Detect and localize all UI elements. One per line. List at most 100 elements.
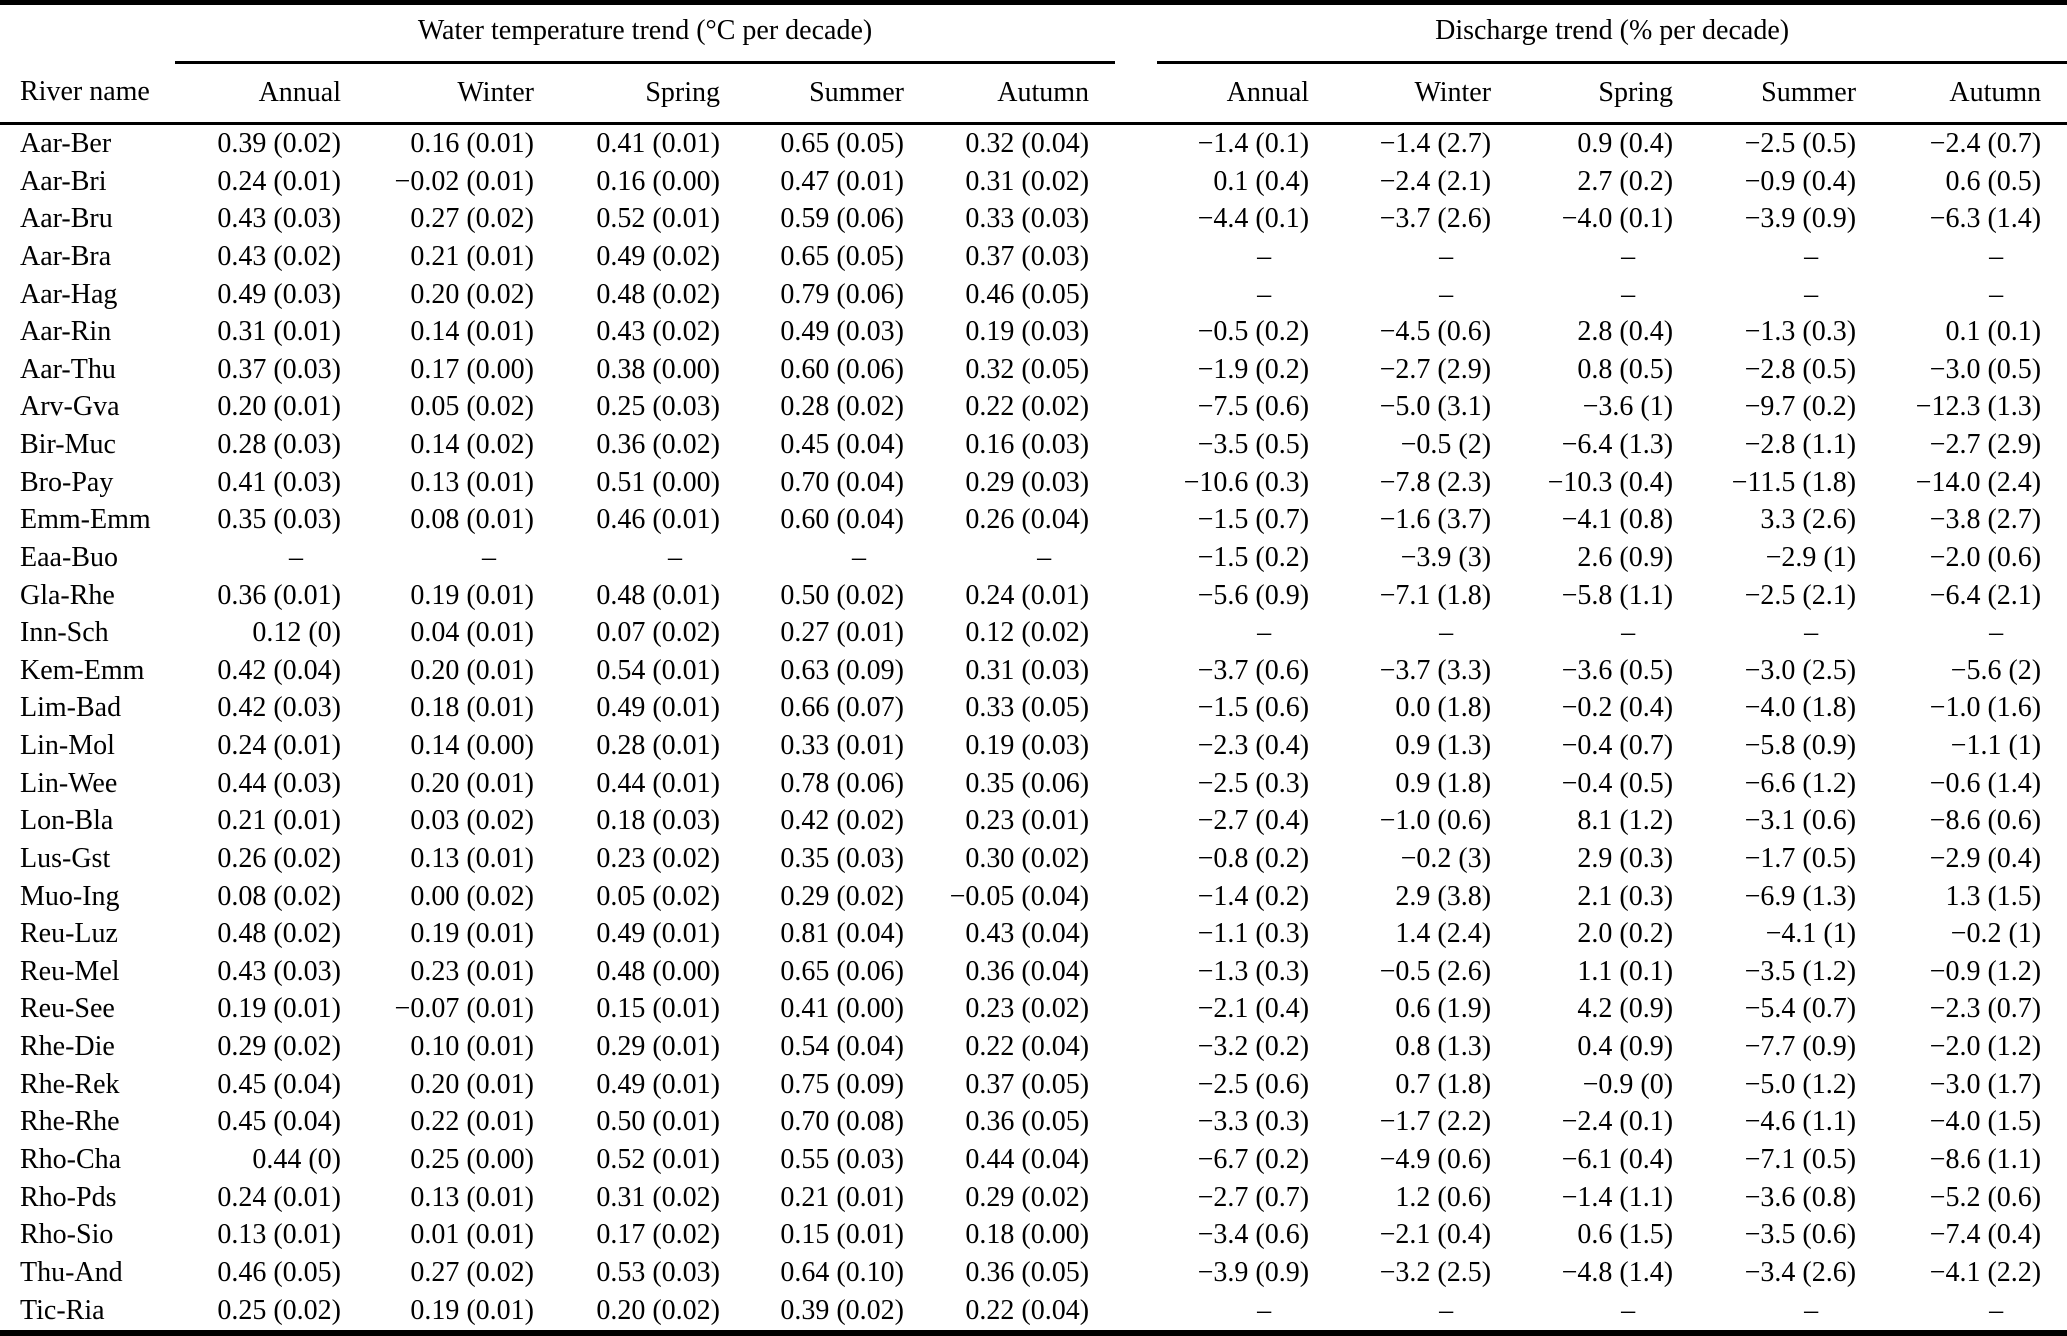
river-name-cell: Aar-Thu xyxy=(20,353,116,385)
temperature-spring-cell: 0.23 (0.02) xyxy=(596,842,720,874)
river-name-cell: Eaa-Buo xyxy=(20,541,118,573)
table-row: Kem-Emm 0.42 (0.04) 0.20 (0.01) 0.54 (0.01)… xyxy=(0,652,2067,690)
discharge-autumn-cell: −0.2 (1) xyxy=(1950,918,2042,950)
discharge-annual-cell: −2.7 (0.4) xyxy=(1197,805,1310,837)
temperature-summer-cell: 0.65 (0.05) xyxy=(780,127,904,159)
river-name-cell: Rho-Cha xyxy=(20,1143,122,1175)
temperature-annual-cell: 0.26 (0.02) xyxy=(217,842,341,874)
temperature-annual-cell: 0.39 (0.02) xyxy=(217,127,341,159)
discharge-spring-cell: −3.6 (0.5) xyxy=(1561,654,1674,686)
temperature-summer-cell: 0.42 (0.02) xyxy=(780,805,904,837)
temperature-summer-cell: 0.39 (0.02) xyxy=(780,1294,904,1326)
river-name-cell: Rhe-Rhe xyxy=(20,1106,120,1138)
discharge-summer-cell: −4.0 (1.8) xyxy=(1744,692,1857,724)
discharge-summer-cell: −1.7 (0.5) xyxy=(1744,842,1857,874)
discharge-summer-cell: −3.5 (0.6) xyxy=(1744,1219,1857,1251)
temperature-annual-cell: 0.44 (0.03) xyxy=(217,767,341,799)
temperature-spring-cell: 0.48 (0.00) xyxy=(596,955,720,987)
discharge-summer-cell: 3.3 (2.6) xyxy=(1760,504,1857,536)
river-name-cell: Aar-Bru xyxy=(20,203,113,235)
discharge-autumn-cell: −2.0 (0.6) xyxy=(1929,541,2042,573)
temperature-autumn-cell: 0.46 (0.05) xyxy=(965,278,1090,310)
discharge-winter-cell: 0.6 (1.9) xyxy=(1395,993,1492,1025)
discharge-winter-cell: 1.2 (0.6) xyxy=(1395,1181,1492,1213)
discharge-annual-cell: −3.9 (0.9) xyxy=(1197,1256,1310,1288)
river-name-cell: Lon-Bla xyxy=(20,805,114,837)
temperature-summer-cell: 0.41 (0.00) xyxy=(780,993,904,1025)
table-row: Lin-Wee 0.44 (0.03) 0.20 (0.01) 0.44 (0.01)… xyxy=(0,765,2067,803)
discharge-annual-cell: −10.6 (0.3) xyxy=(1183,466,1310,498)
group-gap xyxy=(1115,124,1157,163)
temperature-winter-cell: 0.00 (0.02) xyxy=(410,880,534,912)
temperature-summer-cell: 0.35 (0.03) xyxy=(780,842,904,874)
discharge-spring-cell: 0.6 (1.5) xyxy=(1577,1219,1674,1251)
discharge-spring-cell: −0.4 (0.7) xyxy=(1561,730,1674,762)
temperature-summer-cell: 0.60 (0.04) xyxy=(780,504,904,536)
group-gap xyxy=(1115,1179,1157,1217)
temperature-spring-cell: 0.52 (0.01) xyxy=(596,203,720,235)
river-name-cell: Aar-Ber xyxy=(20,127,112,159)
table-row: Aar-Ber 0.39 (0.02) 0.16 (0.01) 0.41 (0.01)… xyxy=(0,124,2067,163)
temperature-summer-cell: 0.65 (0.06) xyxy=(780,955,904,987)
header-corner xyxy=(0,3,175,63)
discharge-summer-cell: −4.6 (1.1) xyxy=(1744,1106,1857,1138)
temperature-spring-cell: 0.31 (0.02) xyxy=(596,1181,720,1213)
discharge-summer-cell: −6.6 (1.2) xyxy=(1744,767,1857,799)
discharge-autumn-cell: −8.6 (0.6) xyxy=(1929,805,2042,837)
temperature-summer-cell: 0.29 (0.02) xyxy=(780,880,904,912)
table-header: Water temperature trend (°C per decade) … xyxy=(0,2,2067,125)
temperature-autumn-cell: 0.36 (0.04) xyxy=(965,955,1090,987)
temperature-spring-cell: 0.38 (0.00) xyxy=(596,353,720,385)
temperature-winter-cell: −0.02 (0.01) xyxy=(394,165,534,197)
discharge-winter-cell: – xyxy=(1439,240,1454,272)
temperature-annual-cell: 0.49 (0.03) xyxy=(217,278,341,310)
river-name-cell: Lus-Gst xyxy=(20,842,111,874)
temperature-spring-cell: 0.51 (0.00) xyxy=(596,466,720,498)
discharge-winter-cell: 1.4 (2.4) xyxy=(1395,918,1492,950)
discharge-winter-cell: −3.7 (3.3) xyxy=(1379,654,1492,686)
discharge-annual-cell: – xyxy=(1257,240,1272,272)
group-gap xyxy=(1115,163,1157,201)
temperature-winter-cell: 0.20 (0.02) xyxy=(410,278,534,310)
temperature-autumn-cell: −0.05 (0.04) xyxy=(949,880,1090,912)
discharge-summer-cell: −2.9 (1) xyxy=(1765,541,1857,573)
river-name-cell: Tic-Ria xyxy=(20,1294,105,1326)
temperature-autumn-cell: 0.35 (0.06) xyxy=(965,767,1090,799)
discharge-autumn-cell: −6.3 (1.4) xyxy=(1929,203,2042,235)
temperature-winter-cell: 0.01 (0.01) xyxy=(410,1219,534,1251)
table-row: Gla-Rhe 0.36 (0.01) 0.19 (0.01) 0.48 (0.01)… xyxy=(0,577,2067,615)
discharge-autumn-cell: 1.3 (1.5) xyxy=(1945,880,2042,912)
discharge-annual-cell: −1.1 (0.3) xyxy=(1197,918,1310,950)
temperature-spring-cell: 0.18 (0.03) xyxy=(596,805,720,837)
temperature-winter-cell: 0.03 (0.02) xyxy=(410,805,534,837)
temperature-winter-cell: 0.13 (0.01) xyxy=(410,466,534,498)
river-name-cell: Rhe-Die xyxy=(20,1031,115,1063)
temperature-annual-cell: 0.43 (0.03) xyxy=(217,955,341,987)
temperature-winter-cell: 0.14 (0.01) xyxy=(410,316,534,348)
discharge-annual-cell: −0.8 (0.2) xyxy=(1197,842,1310,874)
table-row: Reu-Mel 0.43 (0.03) 0.23 (0.01) 0.48 (0.00)… xyxy=(0,953,2067,991)
temperature-summer-cell: 0.70 (0.08) xyxy=(780,1106,904,1138)
discharge-autumn-cell: – xyxy=(1989,617,2004,649)
temperature-spring-cell: 0.49 (0.01) xyxy=(596,1068,720,1100)
discharge-winter-cell: 0.7 (1.8) xyxy=(1395,1068,1492,1100)
discharge-summer-cell: −3.1 (0.6) xyxy=(1744,805,1857,837)
temperature-annual-cell: 0.45 (0.04) xyxy=(217,1106,341,1138)
discharge-summer-cell: −5.4 (0.7) xyxy=(1744,993,1857,1025)
temperature-group-header: Water temperature trend (°C per decade) xyxy=(175,2,1116,64)
discharge-spring-cell: 8.1 (1.2) xyxy=(1577,805,1674,837)
temperature-winter-cell: 0.20 (0.01) xyxy=(410,654,534,686)
temperature-autumn-cell: 0.32 (0.04) xyxy=(965,127,1090,159)
discharge-summer-cell: – xyxy=(1804,617,1819,649)
temperature-autumn-cell: 0.43 (0.04) xyxy=(965,918,1090,950)
discharge-annual-cell: −3.3 (0.3) xyxy=(1197,1106,1310,1138)
temperature-summer-cell: 0.49 (0.03) xyxy=(780,316,904,348)
discharge-annual-cell: −1.5 (0.2) xyxy=(1197,541,1310,573)
discharge-autumn-cell: −4.0 (1.5) xyxy=(1929,1106,2042,1138)
group-gap xyxy=(1115,238,1157,276)
river-name-cell: Gla-Rhe xyxy=(20,579,115,611)
river-name-header: River name xyxy=(0,62,175,125)
temperature-autumn-cell: 0.23 (0.01) xyxy=(965,805,1090,837)
group-gap xyxy=(1115,426,1157,464)
discharge-spring-cell: −6.1 (0.4) xyxy=(1561,1143,1674,1175)
